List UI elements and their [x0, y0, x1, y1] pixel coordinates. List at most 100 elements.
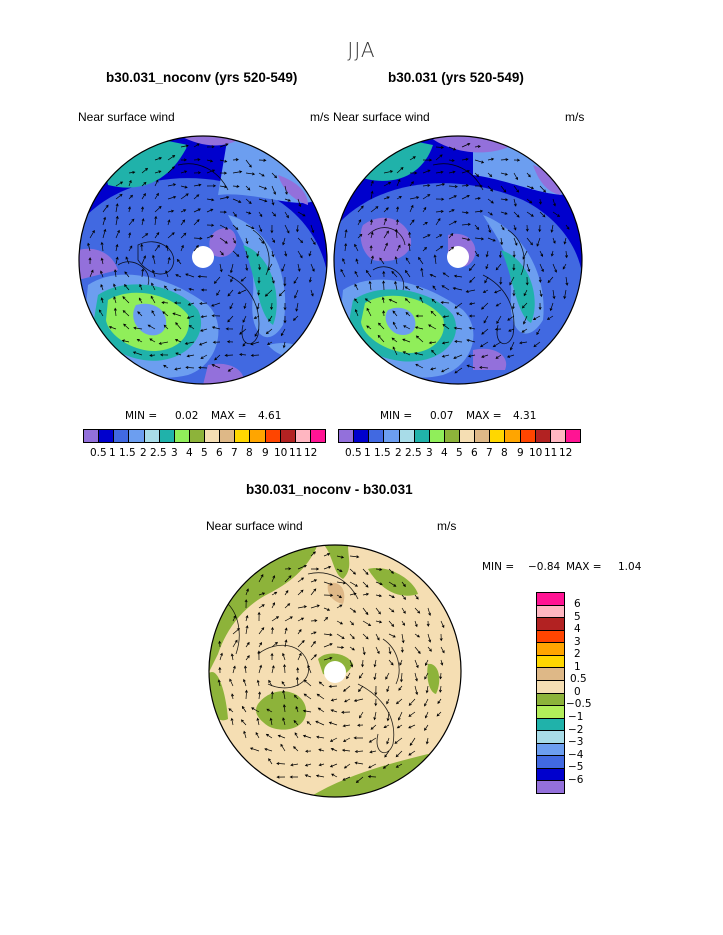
- colorbar-swatch: [535, 430, 551, 442]
- colorbar3-tick: 6: [574, 598, 581, 610]
- colorbar3-tick: 5: [574, 611, 581, 623]
- colorbar2-tick: 9: [517, 447, 524, 459]
- season-title: JJA: [347, 38, 376, 62]
- panel3-field-label: Near surface wind: [206, 519, 303, 533]
- colorbar-swatch: [537, 693, 564, 707]
- colorbar-swatch: [295, 430, 311, 442]
- panel3-units: m/s: [437, 519, 457, 533]
- colorbar-swatch: [174, 430, 190, 442]
- map-panel2: [333, 135, 583, 385]
- colorbar-swatch: [384, 430, 400, 442]
- colorbar2-tick: 7: [486, 447, 493, 459]
- panel3-max-label: MAX =: [566, 561, 602, 573]
- colorbar2-tick: 3: [426, 447, 433, 459]
- colorbar-swatch: [537, 655, 564, 669]
- panel2-title: b30.031 (yrs 520-549): [388, 70, 524, 85]
- colorbar1-tick: 1.5: [119, 447, 136, 459]
- colorbar3-tick: 0.5: [570, 673, 587, 685]
- colorbar2-tick: 4: [441, 447, 448, 459]
- colorbar3-tick: 3: [574, 636, 581, 648]
- colorbar-swatch: [250, 430, 266, 442]
- colorbar-panel2: [338, 429, 581, 443]
- colorbar1-tick: 11: [289, 447, 303, 459]
- panel1-field-label: Near surface wind: [78, 110, 175, 124]
- colorbar-swatch: [129, 430, 145, 442]
- colorbar-swatch: [144, 430, 160, 442]
- colorbar-swatch: [220, 430, 236, 442]
- colorbar-swatch: [537, 756, 564, 769]
- colorbar-swatch: [310, 430, 325, 442]
- colorbar-swatch: [159, 430, 175, 442]
- colorbar1-tick: 12: [304, 447, 318, 459]
- wind-vectors: [340, 142, 570, 374]
- colorbar-swatch: [505, 430, 521, 442]
- colorbar1-tick: 8: [246, 447, 253, 459]
- colorbar2-tick: 11: [544, 447, 558, 459]
- colorbar2-tick: 2: [395, 447, 402, 459]
- colorbar-swatch: [537, 768, 564, 782]
- colorbar-swatch: [537, 593, 564, 606]
- colorbar-swatch: [565, 430, 580, 442]
- colorbar1-tick: 1: [109, 447, 116, 459]
- colorbar-swatch: [369, 430, 385, 442]
- colorbar1-tick: 2.5: [150, 447, 167, 459]
- colorbar-swatch: [444, 430, 460, 442]
- colorbar-swatch: [537, 618, 564, 631]
- colorbar2-tick: 5: [456, 447, 463, 459]
- colorbar1-tick: 0.5: [90, 447, 107, 459]
- panel2-min-value: 0.07: [430, 410, 454, 422]
- colorbar3-tick: −5: [568, 761, 584, 773]
- colorbar2-tick: 10: [529, 447, 543, 459]
- colorbar-swatch: [114, 430, 130, 442]
- colorbar-swatch: [280, 430, 296, 442]
- map-panel1: [78, 135, 328, 385]
- panel2-min-label: MIN =: [380, 410, 413, 422]
- colorbar-swatch: [550, 430, 566, 442]
- map-panel3: [208, 544, 462, 798]
- colorbar3-tick: 1: [574, 661, 581, 673]
- colorbar-swatch: [414, 430, 430, 442]
- panel3-max-value: 1.04: [618, 561, 642, 573]
- colorbar2-tick: 2.5: [405, 447, 422, 459]
- colorbar3-tick: −3: [568, 736, 584, 748]
- panel3-title: b30.031_noconv - b30.031: [246, 482, 413, 497]
- colorbar3-tick: −4: [568, 749, 584, 761]
- colorbar-swatch: [460, 430, 476, 442]
- colorbar1-tick: 5: [201, 447, 208, 459]
- colorbar-swatch: [537, 643, 564, 656]
- colorbar-swatch: [537, 605, 564, 619]
- colorbar3-tick: −6: [568, 774, 584, 786]
- colorbar-swatch: [354, 430, 370, 442]
- panel1-title: b30.031_noconv (yrs 520-549): [106, 70, 298, 85]
- colorbar-swatch: [475, 430, 491, 442]
- colorbar-swatch: [235, 430, 251, 442]
- panel2-max-label: MAX =: [466, 410, 502, 422]
- panel1-min-value: 0.02: [175, 410, 199, 422]
- colorbar-swatch: [537, 680, 564, 694]
- colorbar2-tick: 1.5: [374, 447, 391, 459]
- colorbar-swatch: [537, 706, 564, 719]
- colorbar-swatch: [537, 781, 564, 793]
- panel1-max-label: MAX =: [211, 410, 247, 422]
- colorbar3-tick: 2: [574, 648, 581, 660]
- colorbar-swatch: [520, 430, 536, 442]
- colorbar-swatch: [537, 731, 564, 744]
- wind-vectors: [217, 551, 445, 783]
- colorbar2-tick: 8: [501, 447, 508, 459]
- colorbar3-tick: −0.5: [566, 698, 592, 710]
- colorbar1-tick: 2: [140, 447, 147, 459]
- panel1-units: m/s: [310, 110, 330, 124]
- panel3-min-label: MIN =: [482, 561, 515, 573]
- colorbar-swatch: [490, 430, 506, 442]
- colorbar1-tick: 4: [186, 447, 193, 459]
- colorbar3-tick: 0: [574, 686, 581, 698]
- colorbar-swatch: [399, 430, 415, 442]
- colorbar3-tick: −2: [568, 724, 584, 736]
- colorbar-swatch: [205, 430, 221, 442]
- colorbar-swatch: [189, 430, 205, 442]
- colorbar-swatch: [339, 430, 355, 442]
- colorbar1-tick: 7: [231, 447, 238, 459]
- colorbar-panel3: [536, 592, 565, 794]
- colorbar3-tick: 4: [574, 623, 581, 635]
- panel1-min-label: MIN =: [125, 410, 158, 422]
